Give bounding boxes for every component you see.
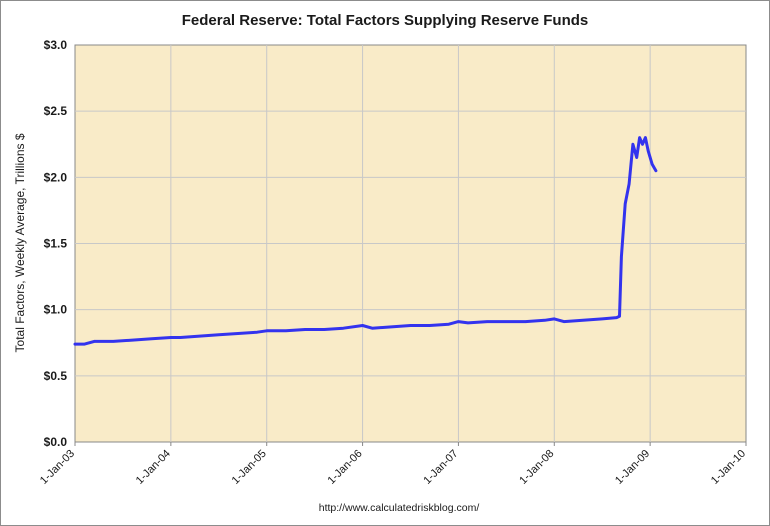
series-layer [73,136,658,346]
x-tick-label: 1-Jan-09 [613,448,652,487]
y-tick-label: $2.0 [44,170,68,184]
x-tick-label: 1-Jan-06 [326,448,365,487]
y-tick-label: $0.0 [44,435,68,449]
x-tick-label: 1-Jan-07 [421,448,460,487]
x-tick-label: 1-Jan-10 [709,448,748,487]
grid-lines [74,45,747,446]
source-footer: http://www.calculatedriskblog.com/ [319,502,480,514]
y-tick-label: $0.5 [44,369,68,383]
x-tick-labels: 1-Jan-03 1-Jan-04 1-Jan-05 1-Jan-06 1-Jan-07… [38,448,748,487]
x-tick-label: 1-Jan-05 [230,448,269,487]
y-tick-label: $1.5 [44,237,68,251]
y-tick-label: $3.0 [44,38,68,52]
x-tick-label: 1-Jan-03 [38,448,77,487]
y-axis-label: Total Factors, Weekly Average, Trillions… [13,133,27,352]
y-tick-label: $2.5 [44,104,68,118]
x-tick-label: 1-Jan-04 [134,448,173,487]
y-tick-label: $1.0 [44,303,68,317]
chart-title: Federal Reserve: Total Factors Supplying… [182,12,589,29]
series-line [73,136,658,346]
x-tick-label: 1-Jan-08 [517,448,556,487]
y-tick-labels: $0.0 $0.5 $1.0 $1.5 $2.0 $2.5 $3.0 [44,38,68,449]
